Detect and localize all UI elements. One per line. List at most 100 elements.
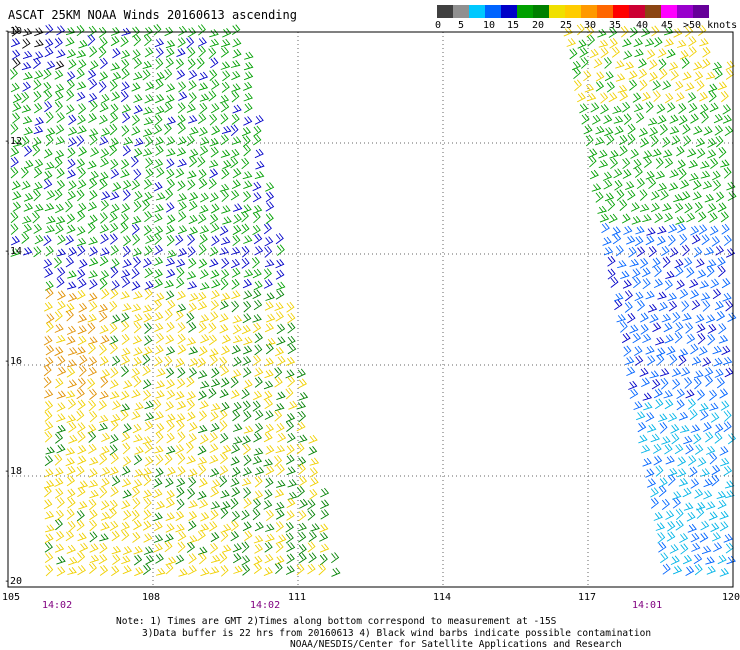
wind-barb [209,69,218,81]
wind-barb [693,61,703,71]
wind-barb [231,83,241,93]
wind-barb [21,62,32,71]
wind-barb [43,170,53,181]
wind-barb [45,225,55,234]
wind-barb [199,269,209,280]
wind-barb [697,333,706,345]
wind-barb [693,370,704,379]
wind-barb [88,431,97,443]
wind-barb [686,267,695,278]
wind-barb [662,149,673,158]
wind-barb [242,204,252,214]
wind-barb [591,114,601,125]
wind-barb [10,123,19,135]
wind-barb [243,336,253,346]
wind-barb [199,314,210,323]
wind-barb [657,291,667,300]
wind-barb [276,464,285,476]
wind-barb [285,369,295,379]
wind-barb [166,413,176,422]
wind-barb [154,233,163,246]
wind-barb [88,356,98,367]
wind-barb [208,47,217,60]
wind-barb [112,400,121,411]
wind-barb [713,179,722,192]
wind-barb [33,223,43,234]
wind-barb [602,171,613,181]
wind-barb [725,60,735,71]
wind-barb [254,344,263,356]
wind-barb [611,226,621,236]
wind-barb [68,556,78,566]
wind-barb [155,71,165,82]
wind-barb [672,497,681,509]
wind-barb [78,302,88,313]
wind-barb [220,565,229,577]
wind-barb [144,442,153,454]
wind-barb [724,125,734,137]
wind-barb [175,277,185,289]
wind-barb [252,224,261,236]
wind-barb [66,224,76,234]
wind-barb [198,477,208,488]
wind-barb [121,277,131,288]
wind-barb [723,533,733,543]
wind-barb [34,203,44,212]
wind-barb [617,84,628,93]
wind-barb [22,81,31,92]
wind-barb [713,357,723,367]
wind-barb [186,271,197,280]
wind-barb [646,355,656,366]
wind-barb [220,345,230,356]
wind-barb [197,113,207,124]
wind-barb [101,191,111,201]
wind-barb [122,456,132,467]
wind-barb [111,280,120,291]
wind-barb [65,235,74,246]
wind-barb [199,234,208,245]
wind-barb [120,291,130,300]
wind-barb [722,104,732,115]
wind-barb [661,245,670,257]
wind-barb [616,189,625,201]
wind-barb [121,58,130,71]
wind-barb [242,400,251,412]
wind-barb [211,79,220,90]
wind-barb [155,192,166,201]
wind-barb [285,413,296,423]
wind-barb [232,401,242,412]
wind-barb [34,234,44,245]
wind-barb [67,567,77,575]
wind-barb [89,456,99,466]
wind-barb [607,199,616,212]
wind-barb [619,91,629,102]
wind-barb [660,190,669,201]
wind-barb [100,376,109,388]
wind-barb [705,375,714,387]
wind-barb [110,191,120,201]
wind-barb [679,233,688,246]
wind-barb [231,136,242,145]
wind-barb [638,434,648,444]
wind-barb [219,432,229,444]
wind-barb [133,291,143,300]
wind-barb [663,390,673,399]
wind-barb [33,167,43,179]
wind-barb [123,380,133,390]
wind-barb [647,478,657,488]
wind-barb [631,216,642,225]
wind-barb [243,269,254,278]
wind-barb [188,192,199,202]
wind-barb [77,59,87,70]
scale-label: 25 [560,20,573,31]
wind-barb [198,322,207,334]
wind-barb [133,321,142,334]
wind-barb [230,376,239,388]
wind-barb [286,466,296,476]
wind-barb [642,150,653,159]
wind-barb [188,200,198,211]
wind-barb [166,136,176,146]
wind-barb [133,147,143,158]
wind-barb [595,125,605,135]
wind-barb [43,148,53,159]
